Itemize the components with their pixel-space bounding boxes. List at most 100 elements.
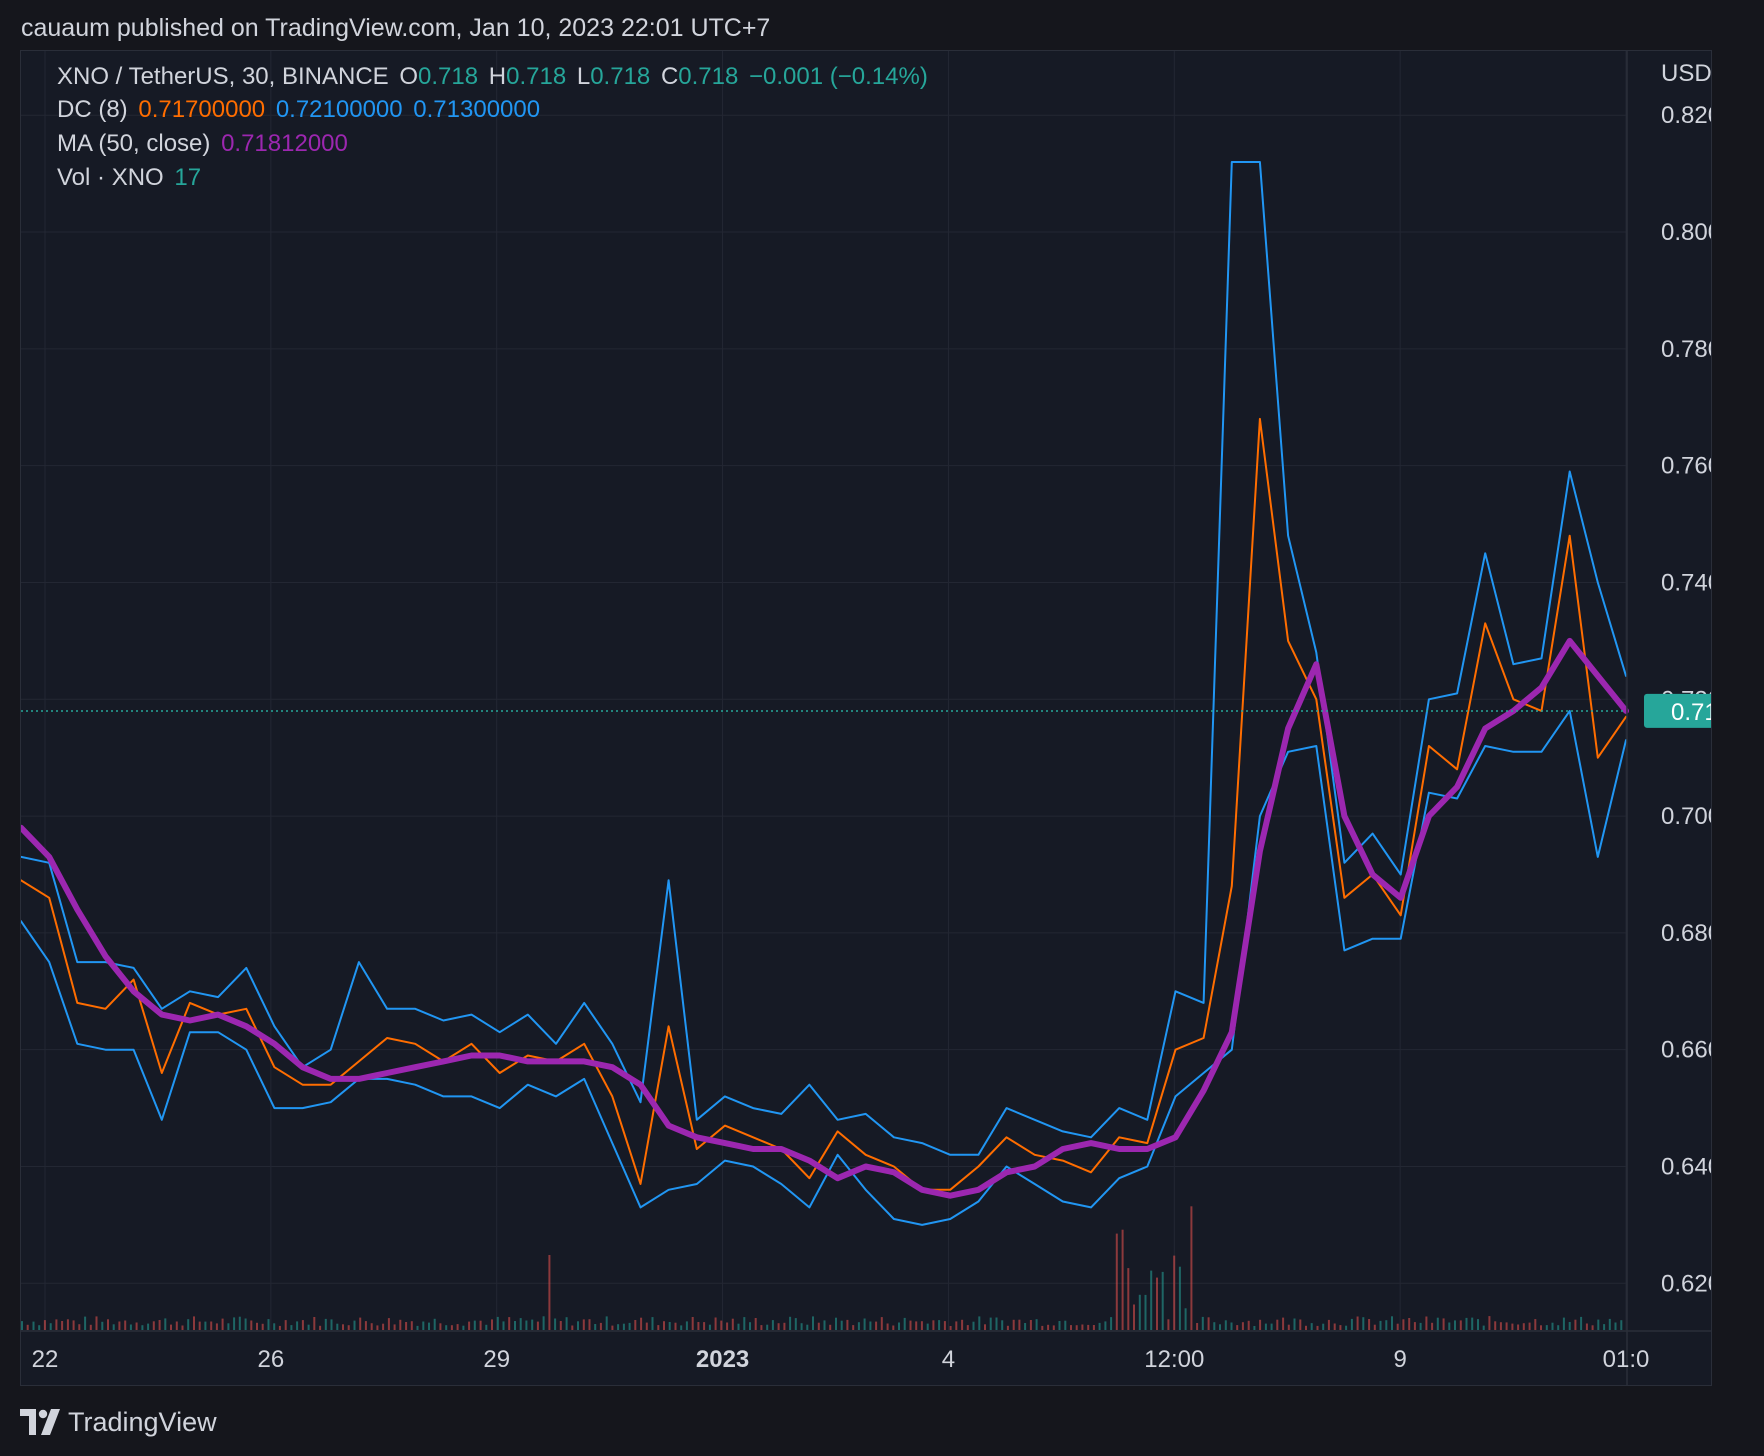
volume-bar: [399, 1319, 402, 1330]
volume-bar: [1178, 1266, 1181, 1330]
volume-bar: [313, 1317, 316, 1330]
volume-bar: [1614, 1322, 1617, 1330]
ma-label: MA (50, close): [57, 130, 211, 157]
volume-bar: [101, 1321, 104, 1330]
change-value: −0.001 (−0.14%): [749, 63, 928, 90]
volume-bar: [422, 1321, 425, 1330]
volume-bar: [582, 1319, 585, 1330]
volume-bar: [261, 1323, 264, 1330]
volume-bar: [1517, 1324, 1520, 1330]
volume-bar: [599, 1322, 602, 1330]
volume-bar: [542, 1316, 545, 1330]
volume-bar: [256, 1322, 258, 1330]
volume-bar: [267, 1319, 270, 1330]
volume-bar: [330, 1319, 333, 1330]
volume-bar: [852, 1325, 855, 1330]
price-chart[interactable]: 0.8200.8000.7800.7600.7400.7200.7000.680…: [18, 51, 1740, 1385]
indicator-lines: [18, 161, 1629, 1226]
volume-bar: [886, 1323, 889, 1330]
volume-bar: [903, 1317, 906, 1330]
volume-bar: [577, 1321, 579, 1330]
volume-bar: [823, 1320, 826, 1330]
volume-bar: [1012, 1319, 1015, 1330]
volume-bar: [1350, 1318, 1353, 1330]
volume-bar: [536, 1321, 539, 1330]
volume-bar: [1190, 1206, 1193, 1330]
volume-bar: [170, 1324, 172, 1330]
volume-bar: [920, 1321, 923, 1330]
footer[interactable]: TradingView: [20, 1400, 217, 1444]
volume-bar: [1362, 1317, 1365, 1330]
volume-bar: [1562, 1317, 1565, 1330]
volume-bar: [204, 1321, 207, 1330]
vol-label: Vol · XNO: [57, 164, 164, 191]
volume-bar: [78, 1324, 81, 1330]
volume-bar: [1482, 1325, 1485, 1330]
volume-bar: [450, 1325, 453, 1330]
volume-bar: [1173, 1255, 1176, 1330]
volume-bar: [319, 1325, 322, 1330]
volume-bar: [1402, 1319, 1405, 1330]
volume-bar: [462, 1325, 465, 1330]
currency-label: USDT: [1661, 60, 1711, 87]
volume-bar: [238, 1316, 241, 1330]
time-axis[interactable]: 22 26 29 2023 4 12:00 9 01:0: [32, 1346, 1650, 1373]
volume-bar: [43, 1320, 46, 1330]
volume-bar: [617, 1324, 620, 1330]
volume-bar: [359, 1317, 362, 1330]
volume-bar: [651, 1317, 654, 1330]
volume-bar: [1557, 1325, 1560, 1330]
volume-bar: [829, 1324, 832, 1330]
volume-bar: [1511, 1323, 1514, 1330]
volume-bar: [1276, 1319, 1279, 1330]
volume-bar: [1620, 1320, 1623, 1330]
volume-bar: [1299, 1319, 1302, 1330]
volume-bar: [972, 1321, 975, 1330]
volume-bar: [1047, 1324, 1050, 1330]
volume-bar: [1018, 1319, 1021, 1330]
volume-bar: [32, 1321, 35, 1330]
volume-bar: [250, 1320, 253, 1330]
legend-dc-row[interactable]: DC (8) 0.71700000 0.72100000 0.71300000: [57, 96, 544, 124]
open-value: 0.718: [418, 63, 479, 90]
volume-bar: [1385, 1320, 1388, 1330]
volume-bar: [835, 1317, 837, 1330]
volume-bar: [198, 1321, 201, 1330]
y-tick-label: 0.680: [1661, 920, 1711, 947]
volume-bar: [926, 1323, 929, 1330]
volume-bar: [611, 1325, 614, 1330]
chart-frame[interactable]: 0.8200.8000.7800.7600.7400.7200.7000.680…: [18, 50, 1740, 1386]
volume-bar: [668, 1322, 671, 1330]
open-label: O: [399, 63, 419, 90]
volume-bar: [812, 1316, 814, 1330]
volume-bar: [1494, 1321, 1497, 1330]
volume-bar: [410, 1321, 413, 1330]
volume-bar: [1196, 1323, 1199, 1330]
legend-vol-row[interactable]: Vol · XNO 17: [57, 164, 205, 192]
volume-bar: [473, 1320, 476, 1330]
volume-bar: [571, 1325, 574, 1330]
volume-bar: [789, 1316, 792, 1330]
legend-ma-row[interactable]: MA (50, close) 0.71812000: [57, 130, 352, 158]
volume-bar: [1058, 1321, 1061, 1330]
volume-bar: [754, 1318, 757, 1330]
y-tick-label: 0.800: [1661, 219, 1711, 246]
volume-bar: [697, 1322, 700, 1330]
volume-bar: [405, 1322, 408, 1330]
volume-bar: [301, 1320, 304, 1330]
volume-bar: [1305, 1325, 1307, 1330]
volume-bar: [72, 1320, 75, 1330]
dc-label: DC (8): [57, 96, 128, 123]
volume-bar: [1184, 1308, 1187, 1330]
volume-bar: [1035, 1319, 1038, 1330]
volume-bar: [1379, 1320, 1382, 1330]
close-label: C: [660, 63, 679, 90]
volume-bar: [370, 1323, 373, 1330]
x-tick-label: 22: [32, 1346, 59, 1373]
volume-bar: [456, 1324, 459, 1330]
volume-bar: [233, 1317, 236, 1330]
volume-bar: [1419, 1322, 1422, 1330]
volume-bar: [61, 1321, 64, 1330]
volume-bar: [588, 1319, 591, 1330]
volume-bar: [324, 1318, 327, 1330]
